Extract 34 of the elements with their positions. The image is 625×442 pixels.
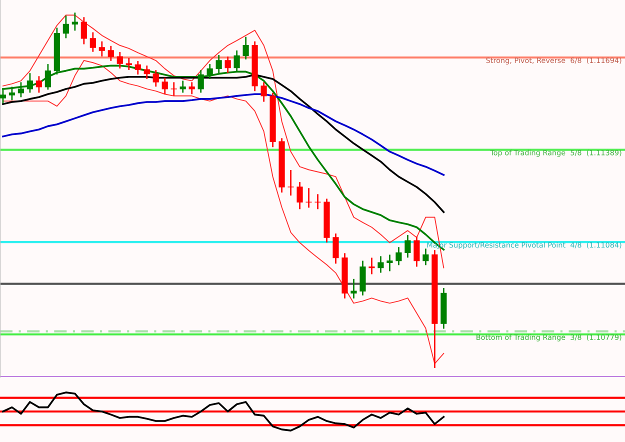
candlestick (72, 12, 78, 31)
candlestick (396, 247, 402, 266)
candlestick (414, 236, 420, 267)
candlestick (134, 61, 141, 75)
candlestick (8, 86, 16, 100)
candlestick (62, 16, 69, 38)
candlestick (18, 82, 24, 98)
candlestick (90, 32, 96, 52)
candlestick (98, 41, 105, 56)
candlestick (386, 254, 393, 272)
candlestick (350, 278, 357, 298)
candlestick (170, 82, 177, 96)
candlestick (152, 70, 159, 87)
candlestick (242, 36, 249, 60)
candlestick (224, 56, 231, 74)
candlestick (368, 258, 375, 274)
candlestick (404, 235, 411, 258)
candlestick (422, 248, 429, 266)
candlestick (144, 66, 150, 80)
candlestick (296, 182, 303, 210)
candlestick (260, 82, 267, 102)
candlestick (198, 70, 204, 93)
candlestick (332, 234, 339, 264)
candlestick (116, 52, 123, 68)
candlestick (80, 17, 87, 44)
candlestick (188, 82, 195, 94)
candlestick (36, 76, 42, 93)
candlestick (108, 46, 114, 61)
candlestick (378, 256, 384, 273)
candlestick (162, 78, 168, 94)
candlestick (180, 80, 186, 93)
candlestick (26, 73, 33, 93)
candlestick (288, 170, 294, 196)
candlestick (126, 58, 132, 70)
